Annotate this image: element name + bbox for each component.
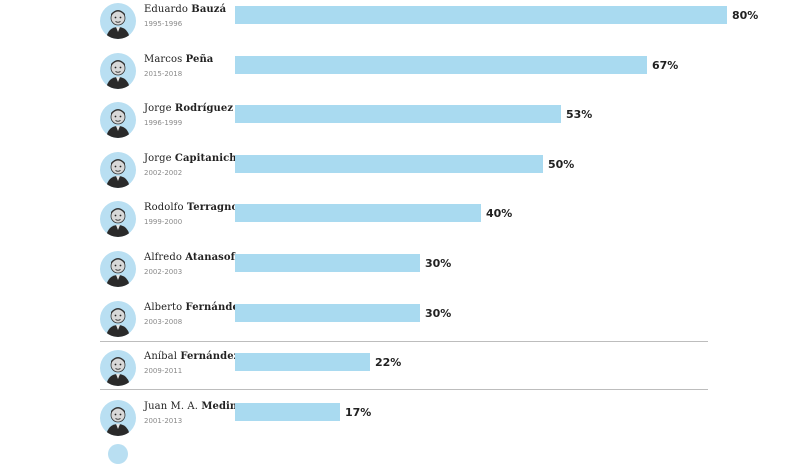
bar: [235, 353, 370, 372]
last-name: Bauzá: [191, 4, 227, 15]
data-label: 67%: [652, 58, 679, 72]
years-label: 2002-2003: [144, 268, 183, 276]
category-label: Juan M. A. Medina: [144, 401, 244, 412]
last-name: Atanasof: [185, 252, 236, 263]
chart-row: Marcos Peña 2015-2018 67%: [100, 50, 710, 96]
years-label: 2001-2013: [144, 416, 183, 425]
data-label: 40%: [486, 207, 513, 221]
first-name: Marcos: [144, 53, 183, 65]
last-name: Fernández: [185, 301, 245, 313]
last-name: Capitanich: [174, 152, 237, 164]
years-label: 1995-1996: [144, 20, 183, 28]
years-label: 2015-2018: [144, 69, 183, 78]
bar: [235, 154, 543, 173]
row-divider: [100, 341, 708, 342]
data-label: 30%: [425, 306, 452, 320]
data-label: 53%: [566, 108, 593, 122]
person-portrait-icon: [100, 251, 136, 287]
years-label: 1996-1999: [144, 119, 183, 128]
category-label: Jorge Capitanich: [144, 153, 237, 164]
years-label: 2002-2002: [144, 168, 183, 177]
data-label: 80%: [732, 9, 759, 22]
person-portrait-icon: [100, 399, 136, 436]
bar: [235, 402, 340, 421]
data-label: 50%: [548, 157, 575, 171]
first-name: Rodolfo: [144, 202, 184, 214]
category-label: Eduardo Bauzá: [144, 4, 226, 15]
last-name: Terragno: [186, 202, 239, 214]
chart-row: Eduardo Bauzá 1995-1996 80%: [100, 0, 758, 46]
person-portrait-icon: [100, 52, 136, 89]
last-name: Fernández: [180, 351, 240, 363]
first-name: Alberto: [144, 301, 183, 313]
person-portrait-icon: [100, 201, 136, 238]
last-name: Peña: [185, 53, 214, 65]
person-portrait-icon: [100, 350, 136, 387]
bar: [235, 6, 727, 24]
person-portrait-icon: [100, 3, 136, 39]
chart-row: Alfredo Atanasof 2002-2003 30%: [100, 248, 710, 294]
years-label: 2003-2008: [144, 317, 183, 326]
category-label: Alberto Fernández: [144, 302, 245, 313]
chart-row: Jorge Capitanich 2002-2002 50%: [100, 149, 710, 195]
first-name: Alfredo: [144, 252, 182, 263]
data-label: 30%: [425, 257, 452, 270]
bar-chart: Eduardo Bauzá 1995-1996 80% Marcos Peña 2015…: [100, 0, 758, 464]
chart-row: Aníbal Fernández 2009-2011 22%: [100, 347, 710, 393]
first-name: Jorge: [144, 103, 172, 115]
last-name: Medina: [201, 400, 244, 412]
first-name: Jorge: [144, 152, 172, 164]
bar: [235, 105, 561, 124]
person-portrait-icon: [100, 151, 136, 188]
row-divider: [100, 389, 708, 390]
bar: [235, 204, 481, 223]
data-label: 22%: [375, 356, 402, 370]
category-label: Jorge Rodríguez: [144, 103, 233, 114]
person-portrait-icon: [108, 444, 128, 464]
category-label: Marcos Peña: [144, 54, 213, 65]
first-name: Eduardo: [144, 4, 189, 15]
person-portrait-icon: [100, 300, 136, 337]
years-label: 2009-2011: [144, 367, 183, 376]
first-name: Aníbal: [144, 351, 178, 363]
years-label: 1999-2000: [144, 218, 183, 227]
bar: [235, 55, 647, 74]
last-name: Rodríguez: [174, 103, 234, 115]
category-label: Rodolfo Terragno: [144, 202, 238, 213]
chart-row: Juan M. A. Medina 2001-2013 17%: [100, 397, 710, 443]
bar: [235, 303, 420, 322]
first-name: Juan M. A.: [144, 400, 199, 412]
category-label: Aníbal Fernández: [144, 351, 239, 362]
chart-row: Jorge Rodríguez 1996-1999 53%: [100, 99, 710, 145]
category-label: Alfredo Atanasof: [144, 252, 235, 263]
person-portrait-icon: [100, 102, 136, 139]
data-label: 17%: [345, 405, 372, 419]
bar: [235, 254, 420, 272]
chart-row: Alberto Fernández 2003-2008 30%: [100, 298, 710, 344]
chart-row: Rodolfo Terragno 1999-2000 40%: [100, 198, 710, 244]
